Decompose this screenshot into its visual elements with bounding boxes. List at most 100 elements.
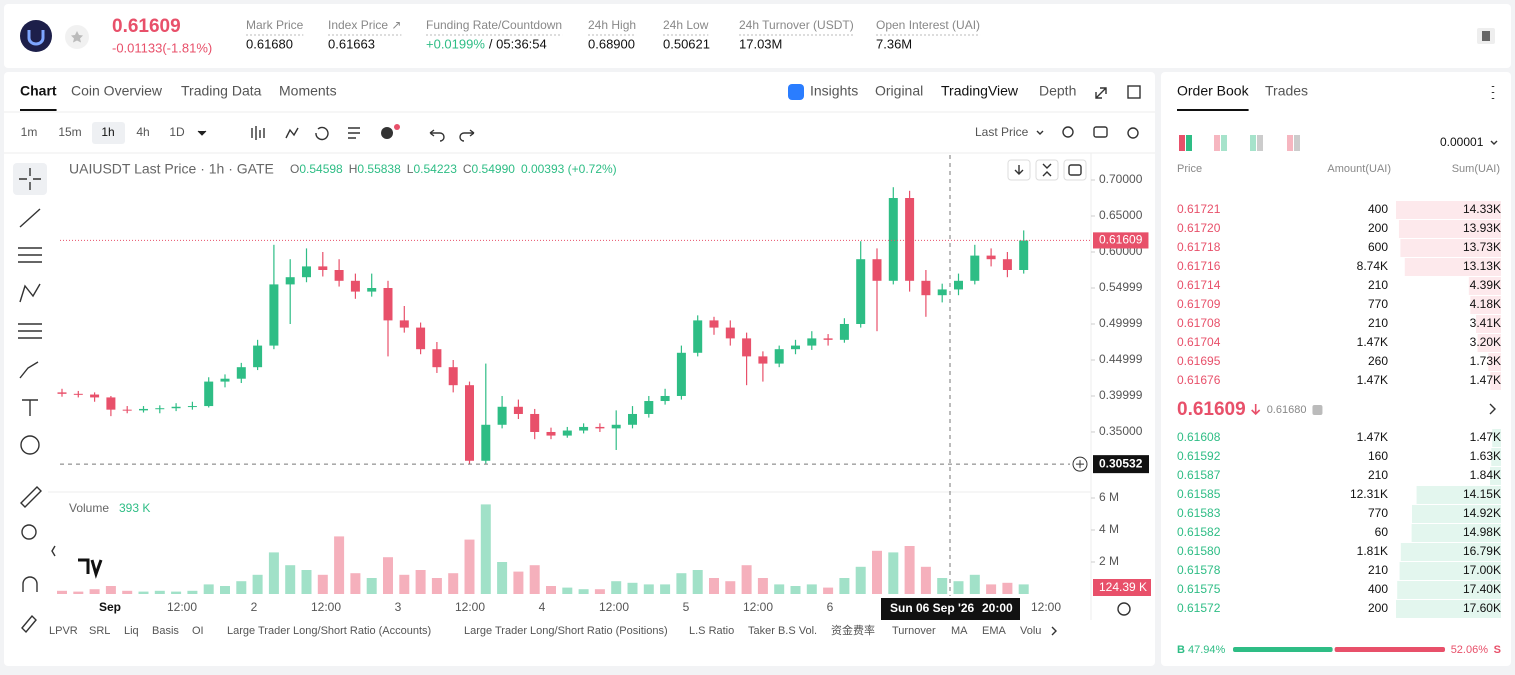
precision-dropdown[interactable]	[1490, 140, 1498, 145]
tab[interactable]: Moments	[279, 83, 337, 99]
dropdown-arrow[interactable]	[197, 130, 207, 136]
scroll-right[interactable]	[1051, 626, 1057, 636]
volume-title: Volume	[69, 501, 109, 515]
x-tick-label: 12:00	[599, 600, 629, 614]
text-tool[interactable]	[22, 399, 38, 416]
indicator[interactable]: MA	[951, 625, 968, 637]
chart-tool-icons[interactable]	[251, 126, 360, 141]
interval[interactable]: 15m	[58, 125, 81, 139]
interval[interactable]: 4h	[136, 125, 149, 139]
volume-bar	[350, 573, 361, 594]
pattern-tool[interactable]	[19, 283, 41, 303]
candle-body	[285, 277, 295, 285]
book-tab[interactable]: Trades	[1265, 83, 1308, 99]
layout-icon[interactable]	[1179, 135, 1185, 151]
zoom-tool[interactable]	[21, 524, 37, 540]
candle-body	[921, 280, 931, 296]
book-tab[interactable]: Order Book	[1177, 83, 1250, 99]
y-tick-label: 0.70000	[1099, 172, 1143, 186]
view-tab[interactable]: Insights	[810, 83, 858, 99]
indicator[interactable]: EMA	[982, 625, 1007, 637]
candle-body	[318, 266, 328, 270]
camera-icon[interactable]	[1093, 126, 1108, 138]
indicator[interactable]: Taker B.S Vol.	[748, 625, 817, 637]
candle-body	[122, 409, 132, 411]
indicator[interactable]: Large Trader Long/Short Ratio (Accounts)	[227, 625, 431, 637]
view-tab[interactable]: Original	[875, 83, 923, 99]
volume-bar	[57, 590, 67, 594]
tool-selected[interactable]	[13, 163, 47, 195]
lock-tool[interactable]	[21, 614, 37, 634]
candle-body	[513, 406, 523, 414]
candle-body	[220, 378, 230, 382]
emoji-tool[interactable]	[20, 435, 40, 455]
legend-value: 0.54990	[472, 162, 516, 176]
indicator[interactable]: Volu	[1020, 625, 1041, 637]
volume-bar	[839, 578, 850, 594]
volume-tick-label: 2 M	[1099, 554, 1119, 568]
volume-bar	[415, 570, 426, 594]
window-icon[interactable]	[1127, 85, 1141, 99]
view-tab[interactable]: Depth	[1039, 83, 1076, 99]
expand-arrow[interactable]	[1489, 403, 1496, 415]
indicator[interactable]: OI	[192, 625, 204, 637]
depth-bar	[1490, 467, 1501, 485]
cursor-tool[interactable]	[19, 168, 41, 190]
indicator-icon[interactable]	[381, 127, 393, 139]
indicator[interactable]: SRL	[89, 625, 110, 637]
view-tab[interactable]: TradingView	[941, 83, 1019, 99]
indicator[interactable]: 资金费率	[831, 623, 875, 637]
brush-tool[interactable]	[19, 361, 39, 379]
tab[interactable]: Trading Data	[181, 83, 262, 99]
interval[interactable]: 1h	[101, 125, 114, 139]
ruler-tool[interactable]	[20, 486, 42, 508]
price-source[interactable]: Last Price	[975, 125, 1029, 139]
volume-bar	[986, 584, 997, 594]
indicator[interactable]: Turnover	[892, 625, 936, 637]
magnet-tool[interactable]	[22, 576, 38, 592]
row-amount: 200	[1368, 601, 1388, 615]
collapse-arrow[interactable]	[51, 545, 56, 557]
settings-icon[interactable]	[1127, 127, 1139, 139]
line-tool[interactable]	[19, 208, 41, 228]
volume-bar	[546, 586, 556, 594]
search-icon[interactable]	[1062, 126, 1074, 138]
crosshair-time-box	[881, 598, 1020, 620]
tab[interactable]: Coin Overview	[71, 83, 163, 99]
expand-icon[interactable]	[1095, 87, 1107, 99]
indicator[interactable]: LPVR	[49, 625, 78, 637]
channel-tool[interactable]	[18, 247, 42, 263]
notification-dot	[394, 124, 400, 130]
candle-body	[888, 198, 898, 281]
row-price: 0.61587	[1177, 468, 1221, 482]
interval[interactable]: 1m	[21, 125, 38, 139]
indicator[interactable]: Basis	[152, 625, 179, 637]
axis-settings[interactable]	[1117, 602, 1131, 616]
candle-body	[73, 393, 83, 395]
toolbar-icons	[197, 124, 1139, 142]
row-sum: 14.92K	[1463, 506, 1501, 520]
fib-tool[interactable]	[18, 323, 42, 339]
row-sum: 4.18K	[1470, 297, 1501, 311]
precision[interactable]: 0.00001	[1440, 135, 1484, 149]
stat-value: 17.03M	[739, 36, 782, 51]
volume-bar	[643, 584, 654, 594]
indicator[interactable]: Liq	[124, 625, 139, 637]
scale-button[interactable]	[1035, 159, 1059, 181]
layout-icon[interactable]	[1214, 135, 1220, 151]
layout-icon[interactable]	[1287, 135, 1293, 151]
layout-icon[interactable]	[1250, 135, 1256, 151]
indicator[interactable]: Large Trader Long/Short Ratio (Positions…	[464, 625, 668, 637]
undo-redo-icons[interactable]	[429, 129, 475, 142]
depth-bar	[1468, 277, 1501, 295]
interval-selected	[92, 122, 125, 144]
column-header: Amount(UAI)	[1327, 163, 1391, 175]
legend-value: 0.55838	[357, 162, 401, 176]
indicator[interactable]: L.S Ratio	[689, 625, 734, 637]
crosshair-time: 20:00	[982, 601, 1013, 615]
tab[interactable]: Chart	[20, 83, 57, 99]
depth-bar	[1396, 600, 1501, 618]
interval[interactable]: 1D	[169, 125, 185, 139]
reset-button[interactable]	[1063, 159, 1087, 181]
dropdown-arrow[interactable]	[1036, 130, 1044, 135]
